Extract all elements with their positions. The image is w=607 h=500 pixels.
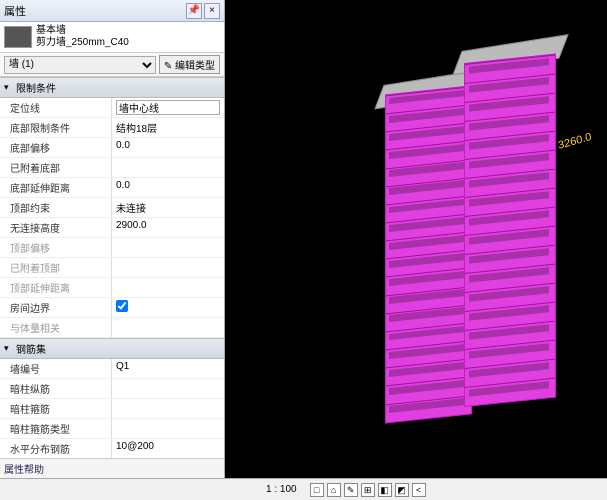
filter-row: 墙 (1) ✎ 编辑类型 — [0, 53, 224, 77]
tower[interactable] — [465, 54, 556, 408]
property-value[interactable]: Q1 — [112, 359, 224, 378]
property-key: 顶部偏移 — [0, 238, 112, 257]
property-value[interactable] — [112, 379, 224, 398]
property-row: 暗柱箍筋类型 — [0, 419, 224, 439]
property-input[interactable] — [116, 100, 220, 115]
view-scale[interactable]: 1 : 100 — [266, 484, 297, 495]
property-row: 墙编号Q1 — [0, 359, 224, 379]
status-bar: 1 : 100 □⌂✎⊞◧◩< — [0, 478, 607, 500]
property-key: 暗柱箍筋 — [0, 399, 112, 418]
property-key: 底部偏移 — [0, 138, 112, 157]
property-value[interactable] — [112, 399, 224, 418]
status-icon[interactable]: ✎ — [344, 483, 358, 497]
property-key: 墙编号 — [0, 359, 112, 378]
property-row: 无连接高度2900.0 — [0, 218, 224, 238]
property-key: 与体量相关 — [0, 318, 112, 337]
property-row: 定位线 — [0, 98, 224, 118]
property-value[interactable] — [112, 318, 224, 337]
property-value[interactable] — [112, 158, 224, 177]
status-icon[interactable]: < — [412, 483, 426, 497]
status-icon[interactable]: ◩ — [395, 483, 409, 497]
property-row: 与体量相关 — [0, 318, 224, 338]
properties-grid[interactable]: ▾限制条件定位线底部限制条件结构18层底部偏移0.0已附着底部底部延伸距离0.0… — [0, 77, 224, 458]
type-category: 基本墙 — [36, 25, 129, 37]
edit-type-button[interactable]: ✎ 编辑类型 — [159, 55, 220, 74]
property-row: 已附着顶部 — [0, 258, 224, 278]
property-row: 已附着底部 — [0, 158, 224, 178]
property-key: 已附着顶部 — [0, 258, 112, 277]
status-icon[interactable]: □ — [310, 483, 324, 497]
panel-title: 属性 — [4, 3, 184, 19]
properties-panel: 属性 📌 × 基本墙 剪力墙_250mm_C40 墙 (1) ✎ 编辑类型 ▾限… — [0, 0, 225, 478]
building-model[interactable]: 3260.0 — [385, 28, 584, 431]
close-icon[interactable]: × — [204, 3, 220, 19]
group-header[interactable]: ▾钢筋集 — [0, 338, 224, 359]
group-header[interactable]: ▾限制条件 — [0, 77, 224, 98]
property-key: 底部限制条件 — [0, 118, 112, 137]
property-key: 水平分布钢筋 — [0, 439, 112, 458]
type-name: 剪力墙_250mm_C40 — [36, 37, 129, 49]
property-value[interactable]: 0.0 — [112, 178, 224, 197]
property-key: 定位线 — [0, 98, 112, 117]
status-icon[interactable]: ◧ — [378, 483, 392, 497]
property-key: 底部延伸距离 — [0, 178, 112, 197]
property-value[interactable] — [112, 258, 224, 277]
property-value[interactable]: 2900.0 — [112, 218, 224, 237]
property-row: 水平分布钢筋10@200 — [0, 439, 224, 458]
property-value[interactable] — [112, 419, 224, 438]
property-row: 底部偏移0.0 — [0, 138, 224, 158]
property-row: 顶部约束未连接 — [0, 198, 224, 218]
property-key: 房间边界 — [0, 298, 112, 317]
property-row: 房间边界 — [0, 298, 224, 318]
type-selector[interactable]: 基本墙 剪力墙_250mm_C40 — [0, 22, 224, 53]
property-row: 暗柱箍筋 — [0, 399, 224, 419]
property-row: 顶部延伸距离 — [0, 278, 224, 298]
property-key: 暗柱箍筋类型 — [0, 419, 112, 438]
properties-help-link[interactable]: 属性帮助 — [0, 458, 224, 478]
property-key: 暗柱纵筋 — [0, 379, 112, 398]
property-value[interactable] — [112, 98, 224, 117]
status-icon[interactable]: ⊞ — [361, 483, 375, 497]
property-value[interactable]: 10@200 — [112, 439, 224, 458]
property-key: 顶部延伸距离 — [0, 278, 112, 297]
property-value[interactable] — [112, 238, 224, 257]
property-key: 已附着底部 — [0, 158, 112, 177]
filter-select[interactable]: 墙 (1) — [4, 56, 156, 74]
property-row: 顶部偏移 — [0, 238, 224, 258]
status-icon[interactable]: ⌂ — [327, 483, 341, 497]
type-swatch — [4, 26, 32, 48]
property-checkbox[interactable] — [116, 300, 128, 312]
property-row: 底部延伸距离0.0 — [0, 178, 224, 198]
property-value[interactable]: 未连接 — [112, 198, 224, 217]
property-value[interactable] — [112, 298, 224, 317]
panel-header: 属性 📌 × — [0, 0, 224, 22]
property-row: 底部限制条件结构18层 — [0, 118, 224, 138]
property-value[interactable]: 0.0 — [112, 138, 224, 157]
3d-viewport[interactable]: 3260.0 — [225, 0, 607, 478]
dimension-label: 3260.0 — [558, 131, 593, 152]
property-value[interactable] — [112, 278, 224, 297]
tower[interactable] — [385, 85, 472, 423]
property-key: 顶部约束 — [0, 198, 112, 217]
property-value[interactable]: 结构18层 — [112, 118, 224, 137]
property-row: 暗柱纵筋 — [0, 379, 224, 399]
pin-icon[interactable]: 📌 — [186, 3, 202, 19]
property-key: 无连接高度 — [0, 218, 112, 237]
